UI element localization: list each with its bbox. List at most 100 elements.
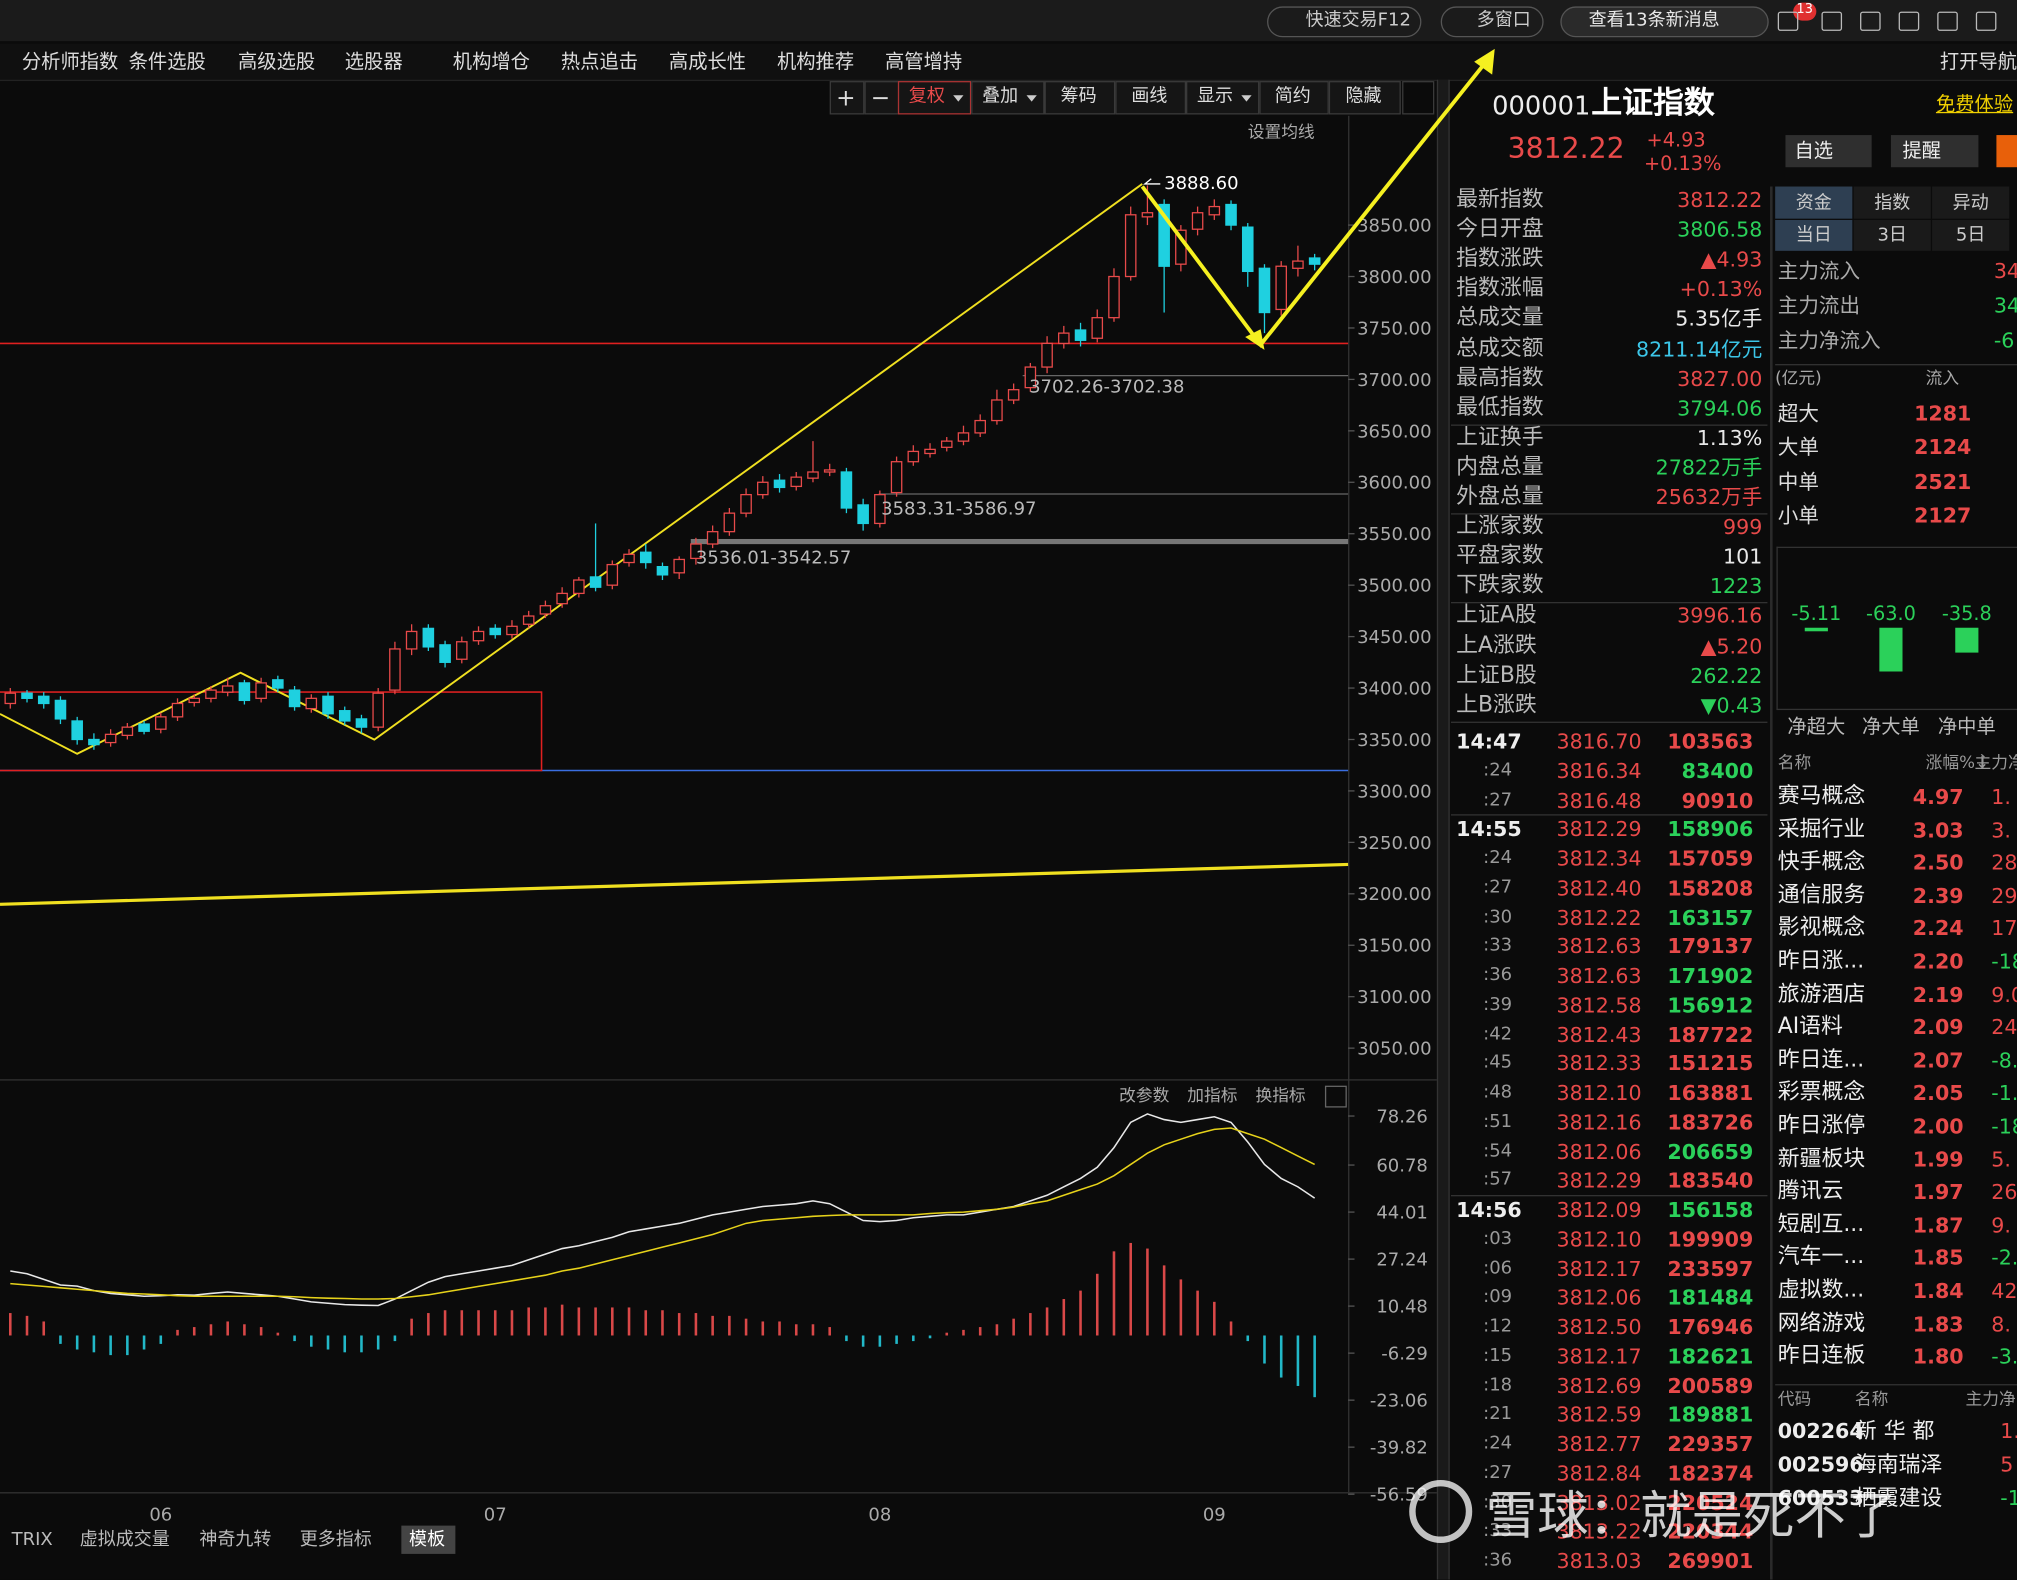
toolbar-icon[interactable] — [1777, 11, 1799, 31]
menu-item[interactable]: 分析师指数 — [21, 50, 119, 74]
ma-setting[interactable]: 设置均线 — [1247, 123, 1315, 143]
period-tab[interactable] — [1853, 219, 1931, 251]
candle-body — [272, 679, 284, 689]
menu-item[interactable]: 热点追击 — [560, 50, 639, 74]
histogram-bar — [1012, 1318, 1015, 1336]
sector-name[interactable]: 昨日连... — [1777, 1046, 1865, 1073]
histogram-bar — [928, 1335, 932, 1339]
menu-item[interactable]: 条件选股 — [128, 50, 206, 74]
sector-name[interactable]: 网络游戏 — [1777, 1310, 1866, 1336]
candle-body — [522, 615, 535, 625]
separator — [1775, 364, 2017, 366]
quick-trade-button[interactable] — [1267, 6, 1422, 38]
stat-value: 27822万手 — [1655, 455, 1763, 480]
stock-code-cell[interactable]: 002264 — [1777, 1418, 1864, 1444]
stock-name-cell[interactable]: 海南瑞泽 — [1854, 1452, 1943, 1479]
toolbar-button[interactable] — [897, 81, 972, 115]
sector-name[interactable]: 快手概念 — [1777, 849, 1866, 875]
histogram-bar — [761, 1321, 765, 1336]
sector-flow: -2. — [1991, 1245, 2017, 1271]
menu-bar — [0, 43, 2017, 82]
sector-name[interactable]: 新疆板块 — [1777, 1145, 1866, 1172]
toolbar-icon[interactable] — [1975, 11, 1997, 31]
flow-value: -6 — [1993, 328, 2015, 353]
sector-pct: 2.00 — [1912, 1113, 1964, 1139]
candle-body — [1158, 203, 1170, 267]
sector-name[interactable]: 通信服务 — [1777, 882, 1866, 908]
sector-name[interactable]: 汽车一... — [1777, 1244, 1865, 1271]
candle-body — [221, 685, 234, 693]
open-nav[interactable]: 打开导航 — [1939, 50, 2017, 74]
watchlist-button[interactable] — [1785, 135, 1872, 168]
splitter — [1436, 79, 1450, 1580]
fund-tab[interactable] — [1775, 186, 1853, 219]
sector-name[interactable]: 虚拟数... — [1777, 1277, 1865, 1304]
bottom-tab[interactable]: TRIX — [11, 1529, 53, 1551]
toolbar-icon[interactable] — [1821, 11, 1843, 31]
stat-value: ▼0.43 — [1700, 692, 1763, 718]
menu-item[interactable]: 机构增仓 — [452, 50, 530, 74]
menu-item[interactable]: 高级选股 — [237, 50, 316, 74]
tick-volume: 200589 — [1667, 1373, 1754, 1398]
sector-flow: -18 — [1991, 949, 2017, 974]
sector-name[interactable]: 昨日连板 — [1777, 1343, 1866, 1369]
tick-time: :24 — [1483, 847, 1513, 869]
period-tab[interactable] — [1775, 219, 1853, 251]
stock-name-cell[interactable]: 新 华 都 — [1854, 1418, 1935, 1445]
stock-name-cell[interactable]: 栖霞建设 — [1854, 1485, 1943, 1512]
menu-item[interactable]: 高成长性 — [668, 50, 747, 74]
indicator-close[interactable] — [1324, 1085, 1347, 1108]
sector-name[interactable]: 旅游酒店 — [1777, 980, 1866, 1007]
indicator-tool[interactable]: 换指标 — [1255, 1086, 1306, 1107]
candle-body — [405, 630, 418, 650]
tick-time: 14:47 — [1456, 729, 1522, 754]
stock-code-cell[interactable]: 600533 — [1777, 1485, 1864, 1511]
sector-name[interactable]: 彩票概念 — [1777, 1079, 1866, 1106]
sector-name[interactable]: 短剧互... — [1777, 1211, 1865, 1238]
candle-body — [506, 625, 518, 636]
bottom-tab[interactable]: 神奇九转 — [199, 1529, 272, 1551]
sector-name[interactable]: 昨日涨停 — [1777, 1112, 1866, 1139]
candle-body — [1225, 203, 1237, 226]
period-tab[interactable] — [1932, 219, 2010, 251]
toolbar-button[interactable] — [1044, 81, 1116, 115]
menu-item[interactable]: 高管增持 — [885, 50, 963, 74]
tick-price: 3812.63 — [1556, 934, 1642, 959]
toolbar-icon[interactable] — [1898, 11, 1920, 31]
candle-body — [338, 710, 351, 722]
sector-name[interactable]: 腾讯云 — [1777, 1178, 1844, 1205]
sector-name[interactable]: 影视概念 — [1777, 915, 1866, 941]
fund-tab[interactable] — [1932, 186, 2010, 219]
indicator-tool[interactable]: 改参数 — [1119, 1086, 1170, 1107]
orange-button[interactable] — [1996, 135, 2017, 168]
stock-code-cell[interactable]: 002596 — [1777, 1452, 1864, 1477]
histogram-bar — [1045, 1307, 1049, 1336]
tick-volume: 229357 — [1667, 1431, 1754, 1457]
indicator-tool[interactable]: 加指标 — [1187, 1086, 1238, 1107]
multi-window-button[interactable] — [1440, 6, 1544, 38]
stat-label: 平盘家数 — [1456, 543, 1544, 569]
trial-link[interactable]: 免费体验 — [1935, 92, 2014, 116]
menu-item[interactable]: 选股器 — [344, 50, 403, 74]
sector-name[interactable]: 昨日涨... — [1777, 948, 1865, 974]
fund-tab[interactable] — [1853, 186, 1931, 219]
alert-button[interactable] — [1890, 135, 1979, 168]
bottom-tab[interactable]: 更多指标 — [299, 1529, 372, 1551]
sector-name[interactable]: 赛马概念 — [1777, 783, 1866, 810]
news-button[interactable] — [1560, 6, 1769, 38]
stock-header: 主力净 — [1965, 1390, 2016, 1410]
toolbar-icon[interactable] — [1937, 11, 1958, 31]
indicator-line — [10, 1113, 1316, 1307]
toolbar-button[interactable] — [829, 81, 865, 115]
toolbar-icon[interactable] — [1860, 11, 1881, 31]
sector-name[interactable]: 采掘行业 — [1777, 816, 1866, 843]
sector-name[interactable]: AI语料 — [1777, 1013, 1843, 1040]
menu-item[interactable]: 机构推荐 — [776, 50, 855, 74]
histogram-bar — [343, 1335, 347, 1353]
stat-value: 8211.14亿元 — [1636, 336, 1763, 361]
bottom-tab[interactable]: 模板 — [409, 1529, 446, 1551]
news-close[interactable] — [1744, 10, 1757, 28]
y-tick-label: -6.29 — [1381, 1344, 1428, 1365]
expand-button[interactable] — [1402, 81, 1435, 115]
bottom-tab[interactable]: 虚拟成交量 — [79, 1529, 170, 1551]
